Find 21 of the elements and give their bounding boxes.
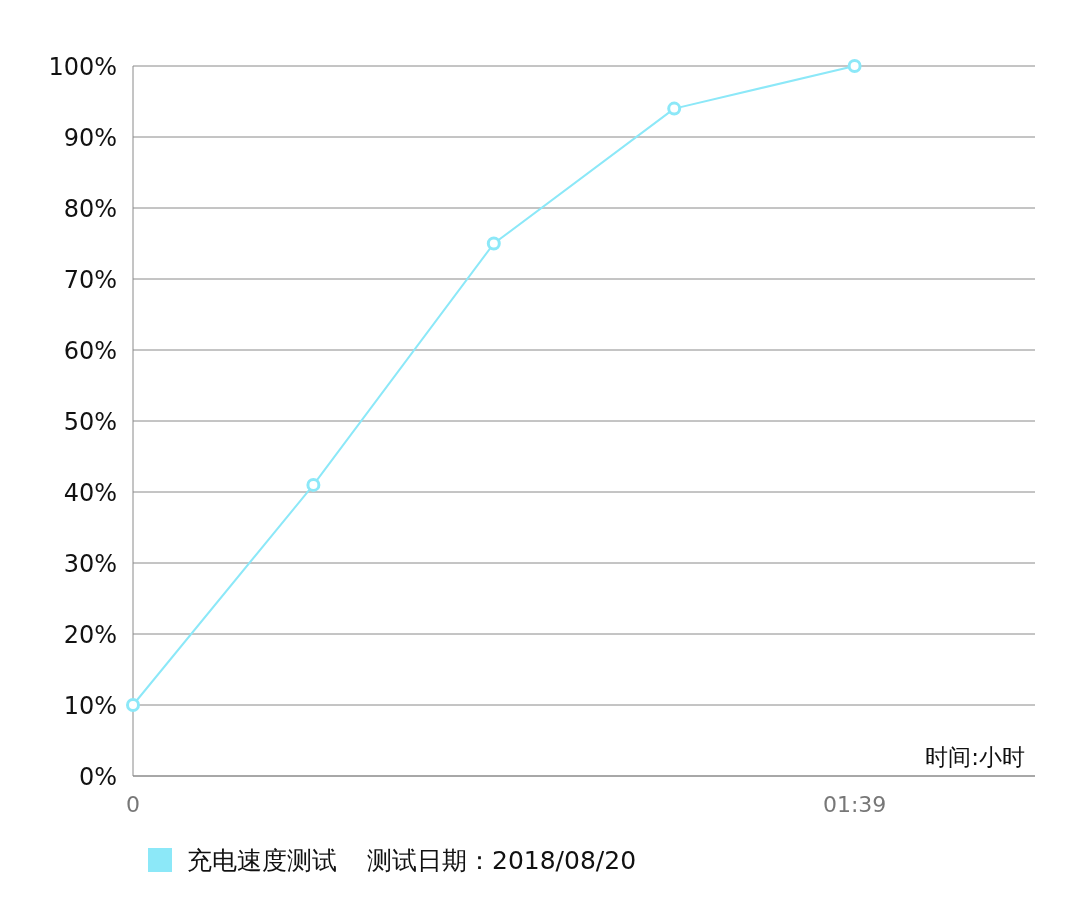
y-tick-label: 70% — [63, 266, 117, 294]
x-tick-label: 0 — [126, 792, 140, 817]
y-tick-label: 80% — [63, 195, 117, 223]
y-tick-label: 60% — [63, 337, 117, 365]
y-tick-label: 20% — [63, 621, 117, 649]
x-tick-label: 01:39 — [822, 792, 887, 817]
point — [847, 59, 862, 73]
y-tick-label: 10% — [63, 692, 117, 720]
y-tick-label: 30% — [63, 550, 117, 578]
y-tick-label: 50% — [63, 408, 117, 436]
y-tick-label: 40% — [63, 479, 117, 507]
y-tick-label: 100% — [48, 53, 117, 81]
y-tick-label: 0% — [78, 763, 117, 791]
y-tick-label: 90% — [63, 124, 117, 152]
point — [306, 477, 321, 492]
text: 测试日期：2018/08/20 — [367, 846, 637, 875]
point — [486, 236, 501, 251]
point — [667, 101, 682, 116]
point — [126, 698, 140, 712]
legend-label: 充电速度测试 — [187, 846, 337, 875]
x-axis-title: 时间:小时 — [925, 744, 1025, 770]
